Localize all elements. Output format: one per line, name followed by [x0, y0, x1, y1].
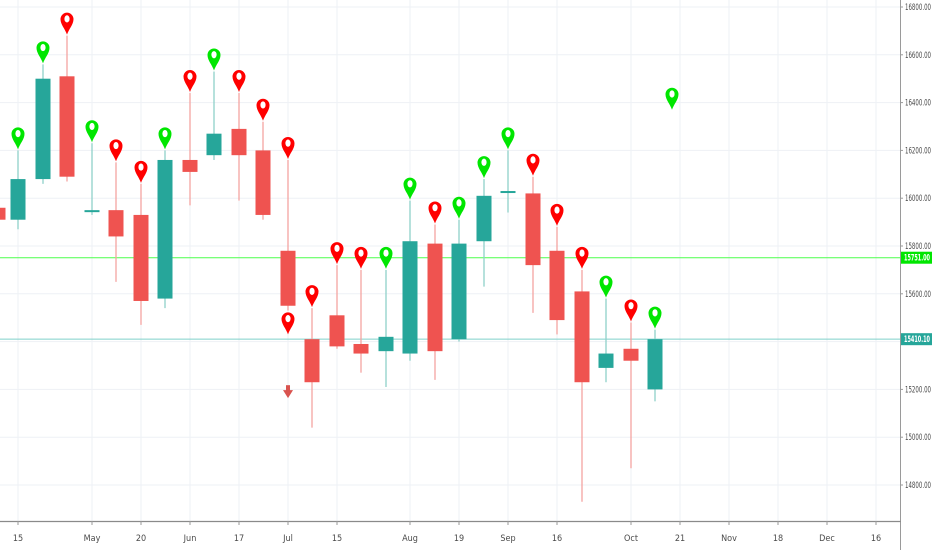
candle — [35, 64, 51, 184]
time-tick-label: 15 — [332, 534, 342, 544]
candle — [304, 308, 320, 428]
up-signal-pin-icon — [11, 127, 25, 150]
down-signal-pin-icon — [256, 98, 270, 121]
time-tick-label: 15 — [13, 534, 23, 544]
current-price-badge — [901, 251, 932, 264]
up-signal-pin-icon — [403, 177, 417, 200]
down-signal-pin-icon — [550, 203, 564, 226]
price-tick-label: 15000.00 — [905, 433, 931, 443]
down-signal-pin-icon — [281, 312, 295, 335]
up-signal-pin-icon — [665, 87, 679, 110]
candle — [108, 162, 124, 282]
down-signal-pin-icon — [60, 12, 74, 35]
candle — [647, 329, 663, 402]
price-tick-label: 14800.00 — [905, 481, 931, 491]
time-tick-label: 20 — [136, 534, 146, 544]
candle — [549, 226, 565, 335]
price-tick-label: 15600.00 — [905, 290, 931, 300]
down-signal-pin-icon — [134, 160, 148, 183]
up-signal-pin-icon — [599, 275, 613, 298]
candle — [525, 176, 541, 313]
down-signal-pin-icon — [575, 246, 589, 269]
time-tick-label: Aug — [402, 534, 418, 544]
time-tick-label: 18 — [773, 534, 783, 544]
time-tick-label: 16 — [871, 534, 881, 544]
up-signal-pin-icon — [477, 156, 491, 179]
candle — [574, 269, 590, 502]
price-tick-label: 16600.00 — [905, 51, 931, 61]
up-signal-pin-icon — [648, 306, 662, 329]
down-signal-pin-icon — [305, 285, 319, 308]
candle — [206, 71, 222, 160]
current-price-badge — [901, 333, 932, 346]
down-signal-pin-icon — [428, 201, 442, 224]
time-tick-label: 16 — [552, 534, 562, 544]
candle — [231, 93, 247, 201]
sell-arrow-icon — [283, 385, 293, 399]
price-tick-label: 15800.00 — [905, 242, 931, 252]
horizontal-lines — [0, 257, 900, 340]
candle — [157, 150, 173, 309]
candle — [133, 183, 149, 325]
time-tick-label: May — [84, 534, 101, 544]
up-signal-pin-icon — [36, 41, 50, 64]
candle — [329, 265, 345, 349]
price-axis[interactable]: 16800.00 16600.00 16400.00 16200.00 16000.00… — [900, 0, 932, 550]
candle — [451, 219, 467, 342]
time-tick-label: Oct — [624, 534, 638, 544]
candle — [84, 143, 100, 215]
time-tick-label: 19 — [454, 534, 464, 544]
down-signal-pin-icon — [354, 246, 368, 269]
candle — [182, 93, 198, 206]
down-signal-pin-icon — [330, 242, 344, 265]
up-signal-pin-icon — [158, 127, 172, 150]
candle — [353, 269, 369, 373]
current-price-label: 15410.10 — [904, 335, 930, 345]
candle — [427, 224, 443, 380]
up-signal-pin-icon — [379, 246, 393, 269]
price-tick-label: 16000.00 — [905, 194, 931, 204]
down-signal-pin-icon — [109, 139, 123, 162]
time-tick-label: Jul — [282, 534, 293, 544]
down-signal-pin-icon — [281, 136, 295, 159]
current-price-label: 15751.00 — [904, 254, 930, 264]
up-signal-pin-icon — [452, 196, 466, 219]
price-tick-label: 15200.00 — [905, 385, 931, 395]
candle — [378, 269, 394, 388]
markers — [11, 12, 679, 399]
up-signal-pin-icon — [501, 127, 515, 150]
time-tick-label: Nov — [721, 534, 737, 544]
time-tick-label: Jun — [183, 534, 197, 544]
up-signal-pin-icon — [207, 48, 221, 71]
candle — [59, 35, 75, 182]
down-signal-pin-icon — [624, 299, 638, 322]
candle — [402, 200, 418, 361]
time-tick-label: 21 — [675, 534, 685, 544]
candle — [280, 159, 296, 311]
down-signal-pin-icon — [232, 70, 246, 93]
down-signal-pin-icon — [183, 70, 197, 93]
price-tick-label: 16800.00 — [905, 3, 931, 13]
candle — [255, 121, 271, 220]
candle — [598, 298, 614, 383]
price-tick-label: 16200.00 — [905, 146, 931, 156]
down-signal-pin-icon — [526, 153, 540, 176]
candle — [500, 150, 516, 213]
time-tick-label: 17 — [234, 534, 244, 544]
candles — [0, 35, 663, 502]
candle — [476, 179, 492, 287]
time-tick-label: Dec — [819, 534, 835, 544]
up-signal-pin-icon — [85, 120, 99, 143]
time-tick-label: Sep — [500, 534, 515, 544]
price-tick-label: 16400.00 — [905, 99, 931, 109]
time-axis[interactable]: 15 May 20 Jun 17 Jul 15 Aug 19 Sep 16 Oct 21 Nov 18 Dec… — [0, 520, 901, 550]
candle — [623, 322, 639, 469]
candle — [10, 150, 26, 230]
candle — [0, 207, 6, 220]
